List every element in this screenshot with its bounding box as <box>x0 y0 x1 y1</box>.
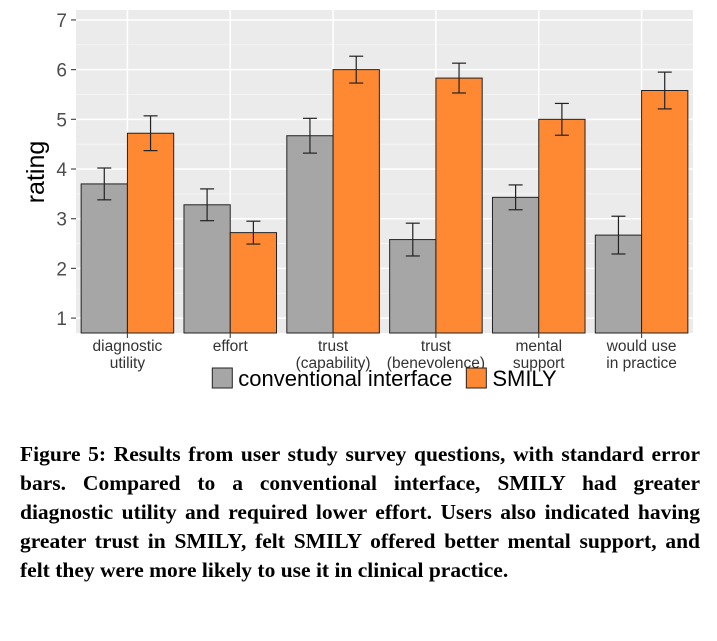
x-category-label-line: trust <box>318 338 349 355</box>
x-category-label: diagnostic utility <box>93 338 163 372</box>
x-category-label: mental support <box>513 338 565 372</box>
x-category-label: trust (benevolence) <box>387 338 485 372</box>
y-tick-label: 7 <box>56 11 67 32</box>
y-axis-label: rating <box>22 141 50 204</box>
x-category-label: trust (capability) <box>296 338 371 372</box>
figure-caption: Figure 5: Results from user study survey… <box>20 442 700 582</box>
y-tick-label: 2 <box>56 259 67 280</box>
x-category-label-line: mental <box>515 338 562 355</box>
legend-label: SMILY <box>492 366 557 391</box>
x-category-label-line: utility <box>110 355 146 372</box>
y-tick-label: 1 <box>56 309 67 330</box>
error-bars <box>97 55 672 257</box>
bar-conventional <box>183 204 231 334</box>
x-category-label-line: support <box>513 355 565 372</box>
y-axis: 1 2 3 4 5 6 7 <box>56 11 76 330</box>
bar-conventional <box>286 135 334 334</box>
x-category-label-line: would use <box>606 338 677 355</box>
y-tick-label: 5 <box>56 110 67 131</box>
bar-conventional <box>491 196 540 334</box>
bar-smily <box>641 90 689 334</box>
y-tick-label: 4 <box>56 160 67 181</box>
y-tick-label: 6 <box>56 61 67 82</box>
x-category-label-line: diagnostic <box>93 338 163 355</box>
bar-smily <box>126 132 175 334</box>
legend-item: SMILY <box>465 366 557 391</box>
bar-smily <box>332 69 380 334</box>
legend: conventional interface SMILY <box>211 366 557 391</box>
x-category-label-line: trust <box>421 338 452 355</box>
x-category-label-line: in practice <box>606 355 677 372</box>
legend-label: conventional interface <box>238 366 452 391</box>
legend-key <box>465 367 487 389</box>
legend-key <box>211 367 233 389</box>
plot-panel <box>76 10 693 333</box>
x-category-label-line: (capability) <box>296 355 371 372</box>
bar-smily <box>435 77 483 334</box>
x-category-label-line: effort <box>213 338 249 355</box>
legend-item: conventional interface <box>211 366 452 391</box>
bar-conventional <box>80 183 128 334</box>
x-category-label: effort <box>213 338 249 355</box>
bar-smily <box>229 232 278 334</box>
bar-smily <box>538 118 586 334</box>
y-tick-label: 3 <box>56 210 67 231</box>
x-category-label-line: (benevolence) <box>387 355 485 372</box>
x-category-label: would use in practice <box>606 338 677 372</box>
